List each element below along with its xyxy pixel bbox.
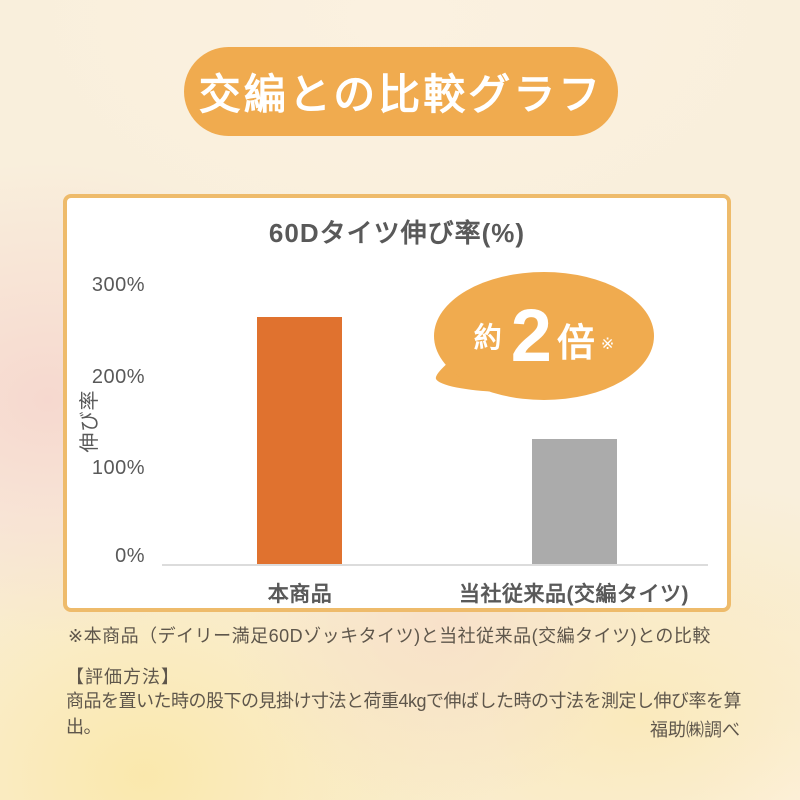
comparison-footnote: ※本商品（デイリー満足60Dゾッキタイツ)と当社従来品(交編タイツ)との比較 — [68, 626, 711, 646]
ratio-suffix: 倍 — [556, 322, 595, 365]
x-label-conventional: 当社従来品(交編タイツ) — [459, 583, 689, 606]
bar-conventional — [532, 439, 617, 565]
evaluation-method-heading: 【評価方法】 — [66, 667, 180, 687]
ratio-number: 2 — [510, 294, 552, 377]
y-tick-0: 0% — [115, 545, 145, 567]
ratio-annotation: 約 2 倍 ※ — [435, 272, 653, 400]
y-tick-300: 300% — [91, 274, 145, 296]
page-title: 交編との比較グラフ — [198, 73, 604, 119]
ratio-note-mark: ※ — [600, 336, 615, 353]
chart-title: 60Dタイツ伸び率(%) — [268, 218, 526, 248]
y-axis-title: 伸び率 — [79, 389, 101, 453]
chart-panel — [63, 194, 731, 612]
page-title-banner: 交編との比較グラフ — [184, 47, 618, 136]
x-label-product: 本商品 — [267, 583, 333, 606]
x-axis-line — [162, 564, 708, 566]
bar-product — [257, 317, 342, 565]
y-tick-200: 200% — [91, 366, 145, 388]
ratio-prefix: 約 — [473, 322, 502, 353]
speech-bubble — [434, 272, 654, 400]
evaluation-method-body: 商品を置いた時の股下の見掛け寸法と荷重4kgで伸ばした時の寸法を測定し伸び率を算… — [66, 691, 742, 737]
speech-bubble-body — [434, 272, 654, 400]
source-attribution: 福助㈱調べ — [650, 720, 740, 740]
y-tick-100: 100% — [91, 457, 145, 479]
